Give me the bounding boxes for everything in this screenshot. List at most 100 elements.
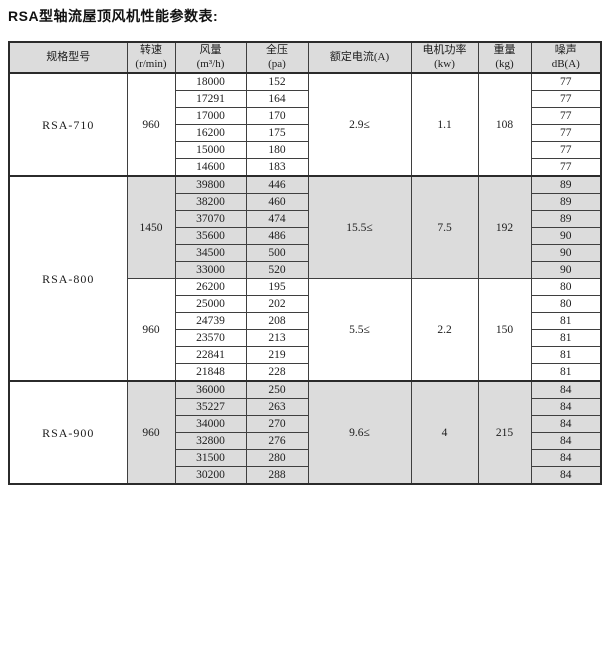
cell-pressure: 474 xyxy=(245,210,309,228)
table-row: 34000 270 84 xyxy=(9,415,602,433)
cell-noise: 77 xyxy=(530,141,602,159)
table-row: 22841 219 81 xyxy=(9,346,602,364)
header-airflow: 风量 (m³/h) xyxy=(174,41,247,74)
cell-current: 9.6≤ xyxy=(307,380,412,485)
cell-pressure: 170 xyxy=(245,107,309,125)
cell-pressure: 276 xyxy=(245,432,309,450)
cell-noise: 81 xyxy=(530,346,602,364)
cell-noise: 80 xyxy=(530,278,602,296)
cell-pressure: 183 xyxy=(245,158,309,177)
cell-model: RSA-900 xyxy=(8,380,128,485)
cell-airflow: 25000 xyxy=(174,295,247,313)
table-row: 24739 208 81 xyxy=(9,312,602,330)
table-row: 30200 288 84 xyxy=(9,466,602,485)
cell-noise: 84 xyxy=(530,432,602,450)
cell-power: 2.2 xyxy=(410,278,479,382)
cell-airflow: 30200 xyxy=(174,466,247,485)
cell-noise: 80 xyxy=(530,295,602,313)
cell-airflow: 35600 xyxy=(174,227,247,245)
cell-airflow: 36000 xyxy=(174,380,247,399)
cell-noise: 81 xyxy=(530,312,602,330)
cell-pressure: 263 xyxy=(245,398,309,416)
cell-current: 5.5≤ xyxy=(307,278,412,382)
cell-current: 2.9≤ xyxy=(307,72,412,177)
header-current: 额定电流(A) xyxy=(307,41,412,74)
cell-airflow: 39800 xyxy=(174,175,247,194)
cell-pressure: 270 xyxy=(245,415,309,433)
header-speed: 转速 (r/min) xyxy=(126,41,176,74)
cell-airflow: 22841 xyxy=(174,346,247,364)
cell-noise: 81 xyxy=(530,363,602,382)
cell-weight: 108 xyxy=(477,72,532,177)
table-row: 33000 520 90 xyxy=(9,261,602,279)
cell-airflow: 16200 xyxy=(174,124,247,142)
cell-noise: 77 xyxy=(530,90,602,108)
header-noise: 噪声 dB(A) xyxy=(530,41,602,74)
table-row: RSA-900 960 36000 250 9.6≤ 4 215 84 xyxy=(8,380,602,485)
cell-pressure: 180 xyxy=(245,141,309,159)
cell-noise: 89 xyxy=(530,193,602,211)
cell-noise: 84 xyxy=(530,449,602,467)
cell-noise: 90 xyxy=(530,227,602,245)
cell-pressure: 460 xyxy=(245,193,309,211)
cell-noise: 89 xyxy=(530,210,602,228)
cell-pressure: 164 xyxy=(245,90,309,108)
table-row: 35227 263 84 xyxy=(9,398,602,416)
cell-airflow: 17291 xyxy=(174,90,247,108)
cell-pressure: 500 xyxy=(245,244,309,262)
cell-airflow: 32800 xyxy=(174,432,247,450)
cell-airflow: 21848 xyxy=(174,363,247,382)
cell-noise: 90 xyxy=(530,261,602,279)
cell-model: RSA-710 xyxy=(8,72,128,177)
cell-weight: 150 xyxy=(477,278,532,382)
page-title: RSA型轴流屋顶风机性能参数表: xyxy=(8,8,219,24)
table-row: 25000 202 80 xyxy=(9,295,602,313)
cell-pressure: 202 xyxy=(245,295,309,313)
cell-noise: 84 xyxy=(530,380,602,399)
cell-airflow: 17000 xyxy=(174,107,247,125)
cell-airflow: 34500 xyxy=(174,244,247,262)
cell-weight: 215 xyxy=(477,380,532,485)
cell-airflow: 23570 xyxy=(174,329,247,347)
cell-airflow: 34000 xyxy=(174,415,247,433)
cell-noise: 81 xyxy=(530,329,602,347)
cell-airflow: 38200 xyxy=(174,193,247,211)
cell-noise: 89 xyxy=(530,175,602,194)
header-pressure: 全压 (pa) xyxy=(245,41,309,74)
cell-noise: 84 xyxy=(530,466,602,485)
cell-pressure: 446 xyxy=(245,175,309,194)
table-row: 15000 180 77 xyxy=(9,141,602,159)
cell-pressure: 280 xyxy=(245,449,309,467)
cell-pressure: 250 xyxy=(245,380,309,399)
table-row: RSA-710 960 18000 152 2.9≤ 1.1 108 77 xyxy=(8,72,602,177)
cell-airflow: 37070 xyxy=(174,210,247,228)
cell-noise: 77 xyxy=(530,158,602,177)
cell-airflow: 33000 xyxy=(174,261,247,279)
cell-power: 1.1 xyxy=(410,72,479,177)
cell-pressure: 228 xyxy=(245,363,309,382)
cell-pressure: 175 xyxy=(245,124,309,142)
header-row: 规格型号 转速 (r/min) 风量 (m³/h) 全压 (pa) 额定电流(A) 电… xyxy=(8,41,602,74)
table-row: 35600 486 90 xyxy=(9,227,602,245)
cell-pressure: 486 xyxy=(245,227,309,245)
table-row: 32800 276 84 xyxy=(9,432,602,450)
cell-pressure: 520 xyxy=(245,261,309,279)
cell-airflow: 24739 xyxy=(174,312,247,330)
cell-pressure: 219 xyxy=(245,346,309,364)
cell-airflow: 15000 xyxy=(174,141,247,159)
fan-performance-table: 规格型号 转速 (r/min) 风量 (m³/h) 全压 (pa) 额定电流(A) 电… xyxy=(8,41,602,485)
cell-current: 15.5≤ xyxy=(307,175,412,279)
cell-airflow: 18000 xyxy=(174,72,247,91)
cell-noise: 84 xyxy=(530,398,602,416)
header-model: 规格型号 xyxy=(8,41,128,74)
cell-noise: 77 xyxy=(530,107,602,125)
cell-noise: 84 xyxy=(530,415,602,433)
cell-speed: 960 xyxy=(126,72,176,177)
cell-power: 7.5 xyxy=(410,175,479,279)
cell-pressure: 152 xyxy=(245,72,309,91)
cell-pressure: 195 xyxy=(245,278,309,296)
cell-pressure: 288 xyxy=(245,466,309,485)
cell-noise: 90 xyxy=(530,244,602,262)
cell-airflow: 26200 xyxy=(174,278,247,296)
cell-noise: 77 xyxy=(530,124,602,142)
